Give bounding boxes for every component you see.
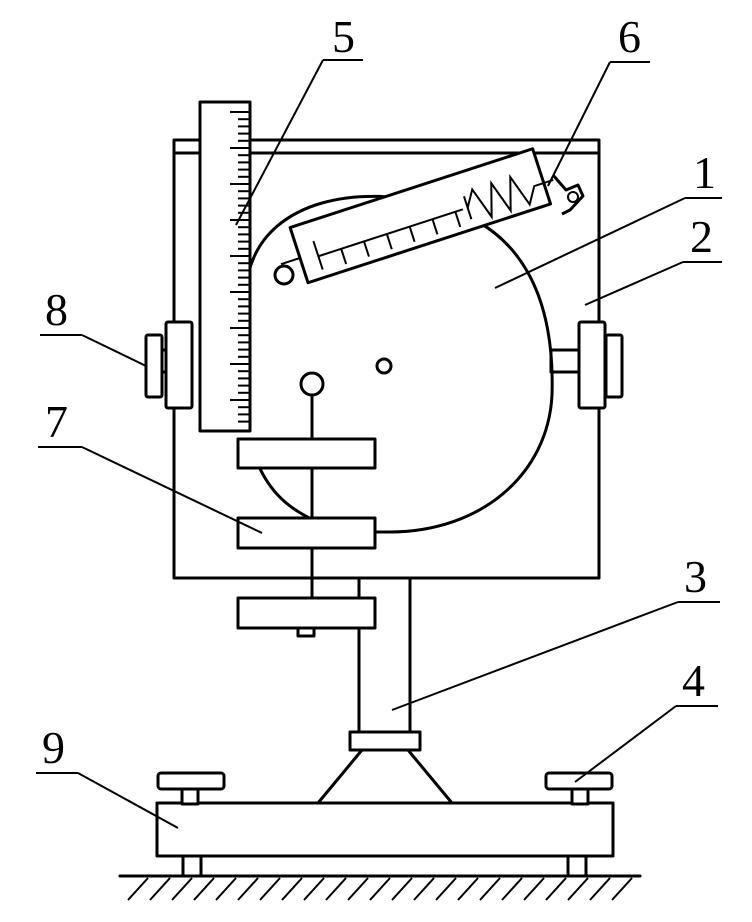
label-1: 1 (693, 147, 716, 198)
spring-balance (273, 147, 585, 286)
label-7: 7 (45, 396, 68, 447)
label-9: 9 (42, 722, 65, 773)
base (155, 771, 615, 878)
left-knob (144, 320, 194, 410)
leader-lines (36, 59, 722, 829)
right-knob (549, 320, 624, 410)
disc (248, 194, 554, 638)
scale-ruler (198, 100, 252, 433)
part-labels: 5 6 1 2 8 7 3 4 9 (42, 11, 716, 773)
label-8: 8 (45, 284, 68, 335)
label-5: 5 (332, 11, 355, 62)
clamp-plates (236, 437, 377, 638)
column (316, 576, 454, 805)
label-4: 4 (682, 655, 705, 706)
label-2: 2 (690, 211, 713, 262)
label-6: 6 (618, 11, 641, 62)
ground (118, 874, 642, 901)
label-3: 3 (684, 551, 707, 602)
